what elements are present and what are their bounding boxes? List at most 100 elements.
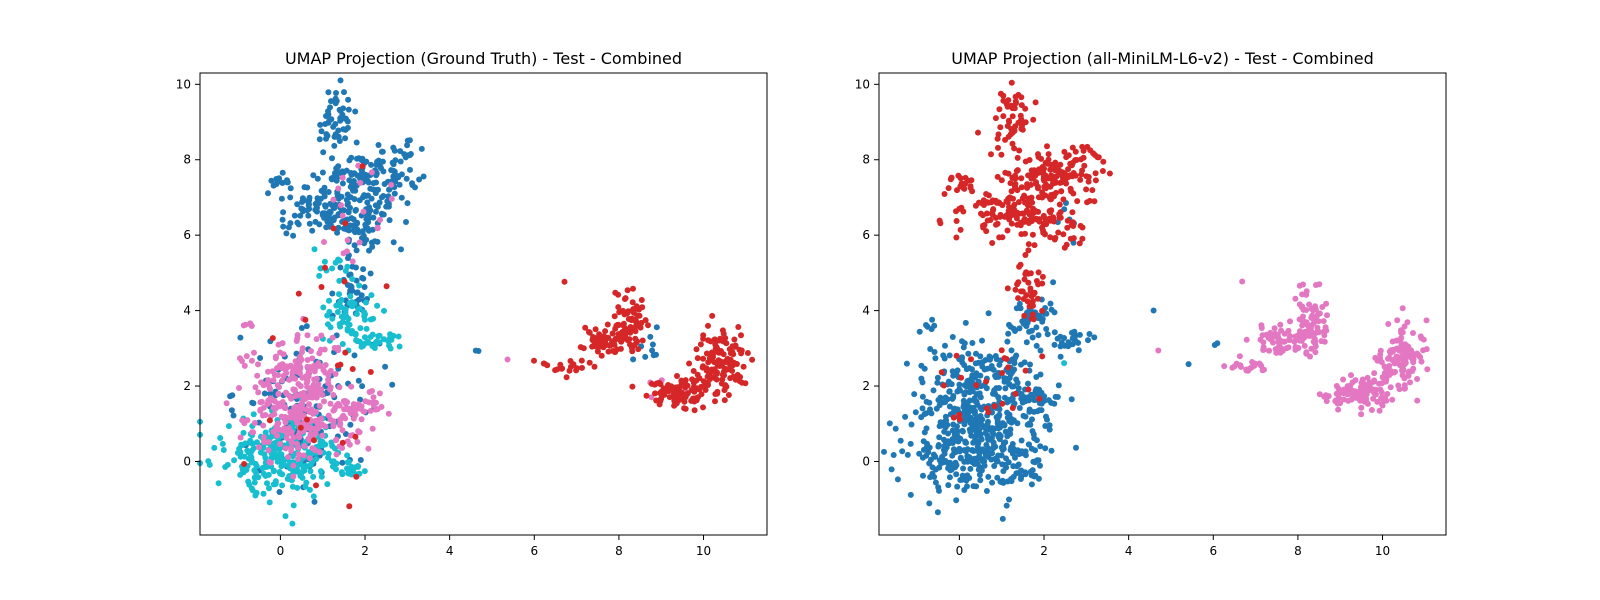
scatter-point — [1070, 190, 1077, 197]
scatter-point — [963, 366, 970, 373]
scatter-point — [1018, 125, 1025, 132]
scatter-point — [1025, 441, 1032, 448]
scatter-point — [1009, 405, 1016, 411]
scatter-point — [220, 447, 227, 453]
scatter-point — [1039, 318, 1046, 325]
scatter-point — [1006, 381, 1013, 388]
scatter-point — [341, 278, 348, 285]
scatter-point — [257, 406, 264, 413]
scatter-point — [1047, 234, 1054, 241]
scatter-point — [1277, 339, 1284, 346]
scatter-point — [333, 460, 340, 467]
scatter-point — [272, 480, 279, 487]
scatter-point — [1402, 341, 1409, 348]
scatter-point — [319, 169, 326, 176]
scatter-point — [295, 444, 302, 451]
scatter-point — [250, 445, 257, 452]
scatter-point — [219, 440, 226, 447]
scatter-point — [697, 341, 704, 348]
scatter-point — [1423, 346, 1430, 353]
scatter-point — [1348, 396, 1355, 403]
scatter-point — [580, 345, 587, 352]
scatter-point — [1000, 468, 1007, 475]
scatter-point — [1018, 288, 1024, 295]
scatter-point — [295, 415, 302, 422]
scatter-point — [303, 406, 310, 413]
scatter-point — [305, 449, 312, 456]
umap-minilm-panel: UMAP Projection (all-MiniLM-L6-v2) - Tes… — [855, 49, 1447, 558]
scatter-point — [311, 368, 318, 375]
scatter-point — [1069, 144, 1076, 151]
scatter-point — [388, 167, 395, 174]
scatter-point — [313, 388, 320, 395]
scatter-point — [1320, 318, 1327, 325]
scatter-point — [317, 468, 324, 475]
scatter-point — [290, 232, 297, 239]
scatter-point — [269, 335, 276, 342]
scatter-point — [881, 448, 887, 455]
scatter-point — [1011, 145, 1018, 152]
y-tick-label: 8 — [183, 153, 191, 167]
scatter-point — [344, 248, 350, 255]
scatter-point — [722, 383, 729, 390]
scatter-point — [354, 226, 361, 233]
scatter-point — [279, 361, 286, 368]
scatter-point — [1016, 147, 1023, 154]
scatter-point — [336, 384, 343, 391]
scatter-point — [346, 441, 353, 448]
scatter-point — [241, 461, 248, 467]
scatter-point — [574, 365, 580, 372]
scatter-point — [1266, 347, 1273, 354]
scatter-point — [275, 391, 282, 398]
scatter-point — [953, 218, 960, 224]
scatter-point — [352, 331, 359, 338]
scatter-point — [716, 349, 722, 356]
scatter-point — [600, 344, 607, 351]
scatter-point — [1022, 252, 1029, 258]
scatter-point — [916, 450, 923, 457]
scatter-point — [1340, 386, 1347, 393]
scatter-point — [942, 342, 948, 349]
scatter-point — [1045, 397, 1052, 404]
scatter-point — [307, 431, 314, 437]
scatter-point — [354, 219, 361, 226]
scatter-point — [294, 201, 301, 208]
scatter-point — [948, 466, 955, 473]
scatter-point — [904, 451, 911, 458]
scatter-point — [1041, 393, 1048, 400]
scatter-point — [712, 398, 718, 405]
scatter-point — [952, 459, 959, 466]
scatter-point — [340, 105, 347, 112]
y-axis-ticks: 0 2 4 6 8 10 — [855, 77, 879, 468]
scatter-point — [1033, 179, 1039, 186]
scatter-point — [336, 299, 343, 306]
scatter-point — [1012, 354, 1019, 361]
scatter-point — [1030, 392, 1037, 398]
scatter-point — [364, 177, 371, 184]
scatter-point — [1021, 276, 1028, 283]
scatter-point — [1044, 143, 1050, 150]
scatter-point — [340, 412, 347, 419]
scatter-point — [1389, 396, 1396, 403]
scatter-point — [919, 393, 926, 400]
scatter-point — [1065, 152, 1072, 159]
scatter-point — [321, 210, 328, 217]
scatter-point — [1013, 168, 1020, 174]
x-tick-label: 0 — [956, 544, 964, 558]
scatter-point — [983, 488, 990, 494]
scatter-point — [1303, 331, 1310, 338]
scatter-point — [280, 209, 287, 216]
scatter-point — [1259, 332, 1266, 339]
scatter-point — [738, 350, 745, 357]
scatter-point — [602, 339, 609, 345]
scatter-point — [329, 315, 336, 322]
scatter-point — [311, 498, 318, 505]
scatter-point — [348, 154, 355, 161]
scatter-point — [1243, 336, 1250, 343]
scatter-point — [1079, 235, 1086, 242]
scatter-point — [321, 184, 328, 191]
scatter-point — [355, 305, 362, 312]
scatter-point — [1401, 323, 1408, 330]
scatter-point — [1055, 382, 1062, 389]
scatter-point — [373, 399, 379, 406]
